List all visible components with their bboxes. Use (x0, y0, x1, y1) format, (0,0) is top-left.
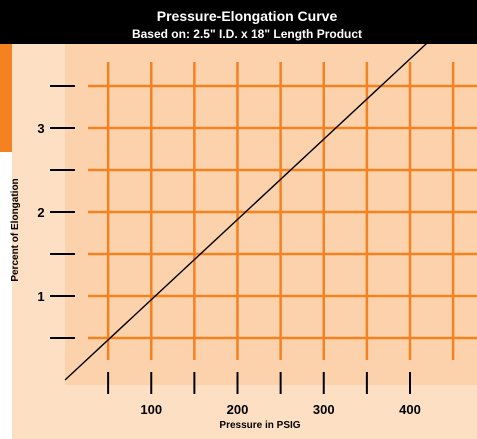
y-axis-title: Percent of Elongation (10, 178, 21, 281)
grid-layer (88, 62, 477, 360)
axis-title-layer: Pressure in PSIG Percent of Elongation (10, 178, 301, 431)
x-tick-label: 100 (140, 402, 162, 417)
tick-layer: 1 2 3 100 200 300 400 (37, 85, 421, 417)
y-tick-label: 3 (37, 121, 44, 136)
header-layer: Pressure-Elongation Curve Based on: 2.5"… (0, 0, 477, 44)
chart-title: Pressure-Elongation Curve (157, 8, 338, 24)
series-line (64, 18, 454, 381)
chart-subtitle: Based on: 2.5" I.D. x 18" Length Product (132, 27, 362, 41)
x-tick-label: 200 (227, 402, 249, 417)
chart-header (0, 0, 477, 44)
y-tick-label: 1 (37, 289, 44, 304)
series-layer (64, 18, 454, 381)
x-axis-title: Pressure in PSIG (219, 420, 300, 431)
x-tick-label: 300 (313, 402, 335, 417)
x-tick-label: 400 (399, 402, 421, 417)
y-tick-label: 2 (37, 205, 44, 220)
plot-area (65, 44, 477, 385)
